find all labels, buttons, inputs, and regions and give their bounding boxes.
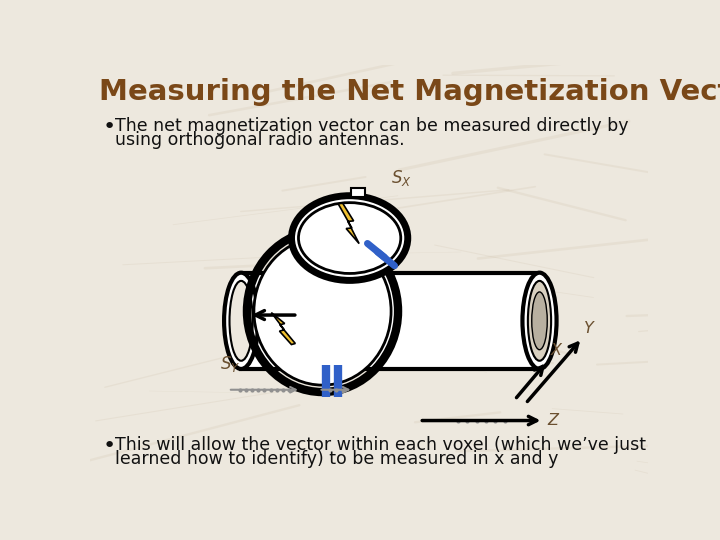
Bar [241,273,539,369]
Ellipse shape [299,202,401,273]
Ellipse shape [312,285,343,313]
Text: This will allow the vector within each voxel (which we’ve just: This will allow the vector within each v… [114,436,646,454]
Ellipse shape [230,281,253,361]
Text: Measuring the Net Magnetization Vector: Measuring the Net Magnetization Vector [99,78,720,106]
Text: The net magnetization vector can be measured directly by: The net magnetization vector can be meas… [114,117,629,135]
Text: $S_Y$: $S_Y$ [220,354,240,374]
Bar [351,188,365,197]
Text: Y: Y [585,321,594,336]
Polygon shape [271,313,295,345]
Ellipse shape [292,195,408,280]
Ellipse shape [224,273,258,369]
Text: X: X [550,343,562,358]
Ellipse shape [528,281,551,361]
Ellipse shape [254,237,391,385]
Text: learned how to identify) to be measured in x and y: learned how to identify) to be measured … [114,450,558,468]
Text: Z: Z [547,413,558,428]
Ellipse shape [532,292,547,350]
Ellipse shape [287,259,381,363]
Text: •: • [102,117,116,137]
Polygon shape [338,203,359,244]
Text: using orthogonal radio antennas.: using orthogonal radio antennas. [114,131,405,149]
Text: •: • [102,436,116,456]
Ellipse shape [523,273,557,369]
Text: $S_X$: $S_X$ [391,168,411,188]
